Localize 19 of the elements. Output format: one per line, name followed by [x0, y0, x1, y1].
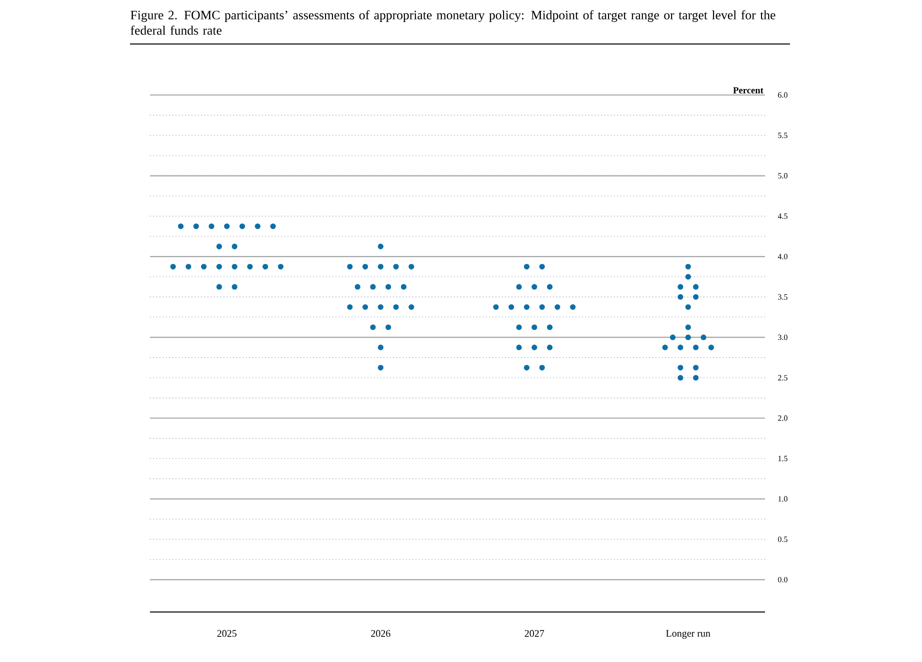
- x-tick-label: 2026: [371, 630, 390, 637]
- x-tick-label: 2025: [217, 630, 236, 637]
- y-tick-label: 0.0: [778, 576, 788, 582]
- y-tick-label: 5.0: [778, 173, 788, 178]
- y-tick-label: 2.0: [778, 415, 788, 421]
- x-tick-label: 2027: [524, 630, 544, 637]
- y-tick-label: 3.5: [778, 294, 788, 300]
- x-tick-label: Longer run: [666, 630, 710, 639]
- y-tick-label: 6.0: [778, 92, 788, 98]
- chart-title: Figure 2. FOMC participants’ assessments of appropriate monetary policy: Midpoint of target range or target level for the federal funds rate: [130, 10, 776, 35]
- y-axis-title: Percent: [733, 87, 764, 94]
- y-tick-label: 3.0: [778, 334, 788, 340]
- y-tick-label: 4.5: [778, 213, 788, 219]
- y-tick-label: 0.5: [778, 536, 788, 542]
- y-tick-label: 2.5: [778, 375, 788, 380]
- y-tick-label: 5.5: [778, 132, 788, 138]
- y-tick-label: 1.5: [778, 456, 788, 462]
- y-tick-label: 4.0: [778, 254, 788, 260]
- y-tick-label: 1.0: [778, 496, 788, 502]
